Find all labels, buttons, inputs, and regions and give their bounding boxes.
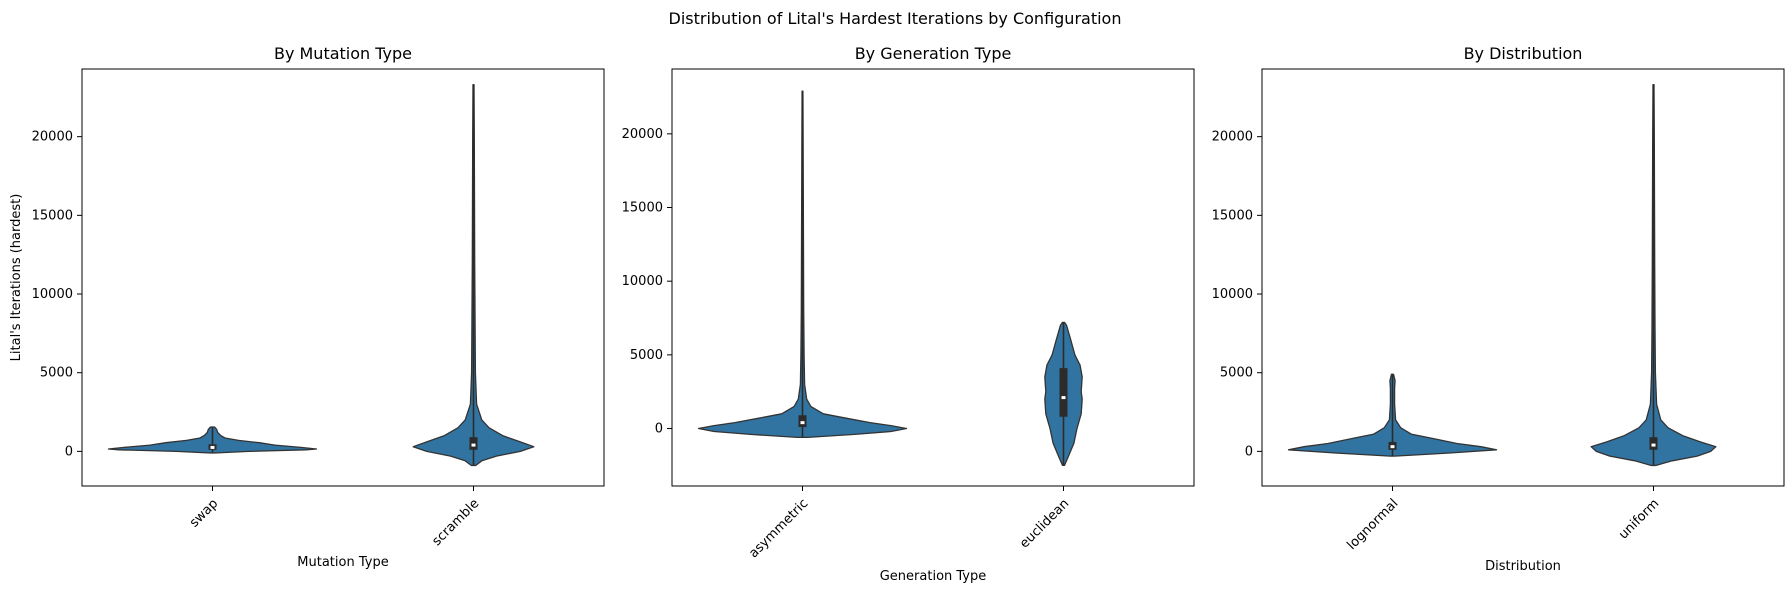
- axes-frame: [81, 68, 605, 487]
- chart-panel-2: 0 5000 10000 15000 20000 asymmetric euclidean B…: [622, 44, 1195, 584]
- y-axis-label: Lital's Iterations (hardest): [9, 194, 24, 362]
- median-marker-asymmetric: [800, 421, 805, 425]
- y-tick-label: 5000: [630, 348, 663, 363]
- x-tick-label: lognormal: [1344, 496, 1401, 553]
- chart-panel-3: 0 5000 10000 15000 20000 lognormal uniform By D…: [1212, 44, 1785, 574]
- y-tick-label: 0: [1245, 444, 1253, 459]
- iqr-box-scramble: [469, 437, 478, 450]
- subplot-title: By Distribution: [1464, 44, 1583, 63]
- y-tick-label: 20000: [622, 127, 663, 142]
- x-tick-label: uniform: [1616, 496, 1662, 542]
- chart-panel-1: 0 5000 10000 15000 20000 swap scramble By Mutat…: [9, 44, 605, 570]
- iqr-box-euclidean: [1059, 368, 1068, 417]
- y-tick-label: 15000: [1212, 208, 1253, 223]
- median-marker-scramble: [471, 443, 476, 447]
- y-tick-label: 10000: [32, 287, 73, 302]
- x-tick-label: euclidean: [1017, 496, 1072, 551]
- x-tick-label: swap: [187, 496, 221, 530]
- y-tick-label: 0: [65, 444, 73, 459]
- y-tick-label: 5000: [1220, 366, 1253, 381]
- axes-frame: [1261, 68, 1785, 487]
- y-tick-label: 10000: [622, 274, 663, 289]
- suptitle: Distribution of Lital's Hardest Iteratio…: [669, 9, 1122, 28]
- x-tick-label: asymmetric: [746, 496, 811, 561]
- median-marker-lognormal: [1390, 445, 1395, 449]
- subplot-title: By Generation Type: [855, 44, 1012, 63]
- y-tick-label: 15000: [622, 201, 663, 216]
- y-tick-label: 10000: [1212, 287, 1253, 302]
- median-marker-euclidean: [1061, 396, 1066, 400]
- iqr-box-uniform: [1649, 437, 1658, 450]
- y-tick-label: 15000: [32, 208, 73, 223]
- subplot-title: By Mutation Type: [274, 44, 412, 63]
- y-tick-label: 20000: [1212, 130, 1253, 145]
- x-axis-label: Mutation Type: [297, 555, 388, 570]
- x-tick-label: scramble: [429, 496, 482, 549]
- median-marker-uniform: [1651, 443, 1656, 447]
- x-axis-label: Generation Type: [880, 569, 987, 584]
- y-tick-label: 5000: [40, 366, 73, 381]
- median-marker-swap: [210, 445, 215, 449]
- y-tick-label: 0: [655, 422, 663, 437]
- x-axis-label: Distribution: [1485, 559, 1561, 574]
- y-tick-label: 20000: [32, 130, 73, 145]
- axes-frame: [671, 68, 1195, 487]
